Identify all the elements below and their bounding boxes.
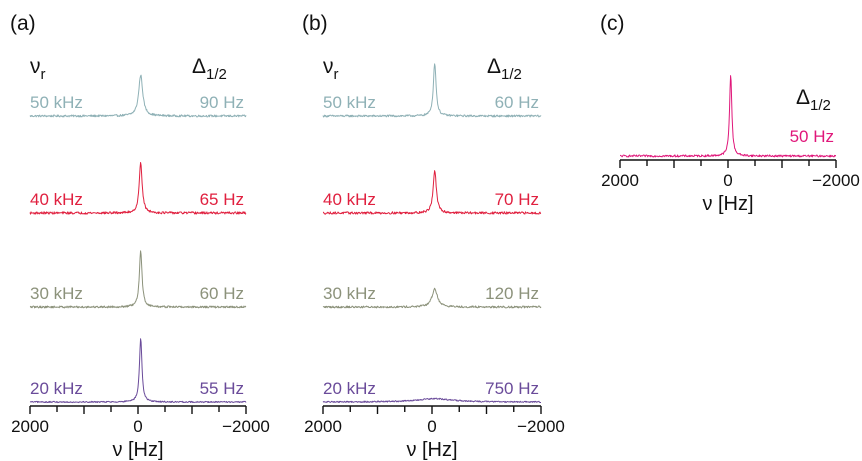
spectrum-line xyxy=(29,74,247,118)
spinning-rate-label: 40 kHz xyxy=(323,190,376,209)
spinning-rate-label: 30 kHz xyxy=(323,284,376,303)
x-axis-title: ν [Hz] xyxy=(702,193,753,215)
x-tick-label: 0 xyxy=(723,171,732,190)
linewidth-label: 120 Hz xyxy=(485,284,539,303)
linewidth-label: 60 Hz xyxy=(495,93,539,112)
x-tick-label: −2000 xyxy=(812,171,860,190)
x-axis-title: ν [Hz] xyxy=(112,439,163,461)
panel-label: (c) xyxy=(600,12,625,35)
linewidth-label: 70 Hz xyxy=(495,190,539,209)
panel-c: (c) Δ1/2 50 Hz 2000 0 −2000 ν [Hz] xyxy=(600,12,860,215)
linewidth-header: Δ1/2 xyxy=(487,55,522,83)
panel-label: (b) xyxy=(302,12,328,35)
spinning-rate-label: 50 kHz xyxy=(323,93,376,112)
x-tick-label: −2000 xyxy=(517,417,565,436)
x-tick-label: −2000 xyxy=(222,417,270,436)
spinning-rate-label: 20 kHz xyxy=(30,379,83,398)
linewidth-label: 90 Hz xyxy=(200,93,244,112)
spinning-rate-label: 40 kHz xyxy=(30,190,83,209)
x-tick-label: 2000 xyxy=(601,171,639,190)
linewidth-label: 50 Hz xyxy=(790,127,834,146)
panel-label: (a) xyxy=(10,12,36,35)
panel-b: (b) νr Δ1/2 50 kHz 60 Hz 40 kHz 70 Hz 30 kHz 120… xyxy=(302,12,565,461)
spectrum-line xyxy=(29,250,247,309)
spectrum-line xyxy=(619,75,837,158)
spectrum-line xyxy=(322,63,542,118)
x-tick-label: 0 xyxy=(427,417,436,436)
spinning-rate-label: 30 kHz xyxy=(30,284,83,303)
linewidth-label: 65 Hz xyxy=(200,190,244,209)
x-axis-title: ν [Hz] xyxy=(406,439,457,461)
linewidth-header: Δ1/2 xyxy=(796,86,831,114)
spinning-rate-label: 20 kHz xyxy=(323,379,376,398)
linewidth-label: 55 Hz xyxy=(200,379,244,398)
spectrum-line xyxy=(322,397,542,404)
panel-a: (a) νr Δ1/2 50 kHz 90 Hz 40 kHz 65 Hz 30 kHz 60 … xyxy=(10,12,270,461)
spinning-rate-header: νr xyxy=(30,55,46,83)
spectrum-line xyxy=(29,162,247,215)
spinning-rate-label: 50 kHz xyxy=(30,93,83,112)
spectrum-line xyxy=(322,287,542,309)
linewidth-label: 60 Hz xyxy=(200,284,244,303)
spectrum-line xyxy=(322,170,542,215)
linewidth-label: 750 Hz xyxy=(485,379,539,398)
spinning-rate-header: νr xyxy=(323,55,339,83)
x-tick-label: 0 xyxy=(133,417,142,436)
x-tick-label: 2000 xyxy=(304,417,342,436)
linewidth-header: Δ1/2 xyxy=(192,55,227,83)
spectrum-line xyxy=(29,338,247,404)
x-tick-label: 2000 xyxy=(11,417,49,436)
